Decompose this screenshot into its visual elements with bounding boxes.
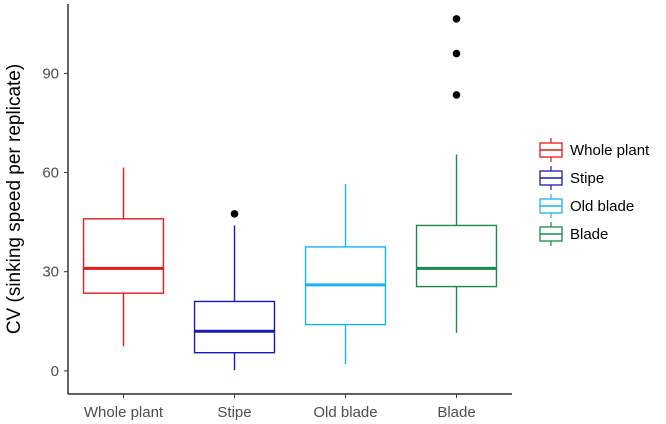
x-tick-label: Old blade [313,404,377,421]
legend-label: Stipe [570,170,604,187]
box-blade [415,15,498,333]
legend-item: Blade [539,222,608,246]
box-iqr [415,224,498,288]
legend-label: Blade [570,226,608,243]
legend-item: Stipe [539,166,604,190]
y-tick-label: 0 [51,363,59,380]
legend-item: Whole plant [539,138,650,162]
legend: Whole plant Stipe Old blade Blade [539,138,650,246]
outlier-point [452,91,461,99]
axes: CV (sinking speed per replicate) 0 30 60 90… [4,4,512,421]
outlier-point [230,210,239,218]
plot-area [82,15,498,371]
y-tick-label: 30 [42,264,59,281]
box-stipe [193,210,276,371]
outlier-point [452,15,461,23]
box-iqr [193,300,276,354]
y-axis-title: CV (sinking speed per replicate) [4,64,25,334]
y-tick-label: 60 [42,165,59,182]
x-tick-label: Whole plant [84,404,164,421]
legend-label: Whole plant [570,142,650,159]
legend-item: Old blade [539,194,634,218]
outlier-point [452,49,461,58]
box-old-blade [304,184,387,365]
legend-label: Old blade [570,198,634,215]
y-tick-label: 90 [42,65,59,82]
x-tick-label: Blade [437,404,475,421]
x-tick-label: Stipe [217,404,251,421]
box-iqr [82,218,165,294]
box-whole-plant [82,167,165,347]
